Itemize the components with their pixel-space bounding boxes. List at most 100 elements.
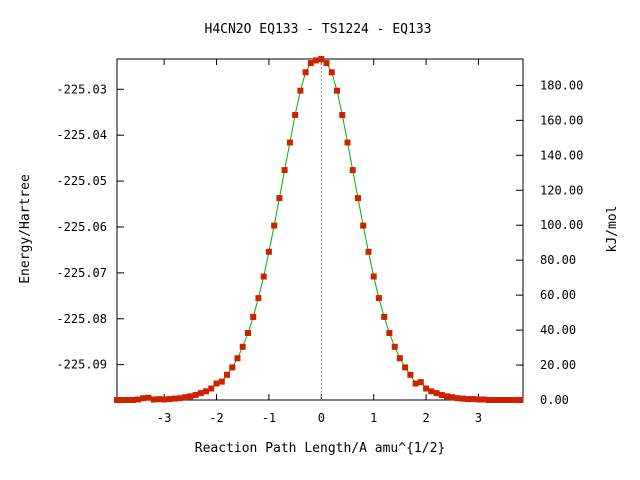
y2-tick-label: 140.00 [540, 148, 583, 162]
y2-tick-label: 40.00 [540, 323, 576, 337]
data-point [192, 392, 199, 398]
data-point [182, 394, 189, 401]
data-point [318, 56, 325, 62]
data-point [475, 396, 482, 403]
x-tick-label: 1 [370, 411, 377, 425]
y-tick-label: -225.06 [56, 220, 107, 234]
data-point [402, 364, 409, 371]
data-point [491, 397, 498, 403]
plot-frame [116, 58, 524, 401]
energy-curve [117, 58, 521, 401]
data-point [465, 396, 471, 403]
y2-tick-label: 80.00 [540, 253, 576, 267]
data-point [417, 379, 424, 386]
data-point [328, 69, 335, 76]
x-axis-label: Reaction Path Length/A amu^{1/2} [195, 441, 445, 456]
data-point [229, 364, 236, 371]
data-point [396, 355, 403, 362]
data-point [307, 60, 314, 67]
data-point [218, 378, 225, 385]
data-point [171, 395, 178, 402]
y2-tick-label: 0.00 [540, 393, 569, 407]
data-point [501, 397, 508, 403]
data-point [428, 388, 435, 395]
data-point [286, 139, 293, 146]
data-point [449, 394, 456, 401]
x-tick-label: 0 [318, 411, 325, 425]
data-point [496, 397, 503, 403]
y-tick-label: -225.04 [56, 128, 107, 142]
data-point [166, 396, 173, 403]
y2-axis-ticks: 0.00 20.00 40.00 60.00 80.00 100.00 120.00 140.… [516, 78, 583, 407]
data-point [114, 397, 120, 403]
y-tick-label: -225.07 [56, 266, 107, 280]
data-point [155, 396, 162, 403]
data-point [506, 397, 513, 403]
y2-tick-label: 120.00 [540, 183, 583, 197]
data-point [234, 355, 241, 362]
data-point [124, 397, 131, 403]
y2-tick-label: 160.00 [540, 113, 583, 127]
y-tick-label: -225.08 [56, 312, 107, 326]
data-point [187, 393, 194, 400]
y-tick-label: -225.03 [56, 82, 107, 96]
data-point [135, 396, 141, 403]
data-point [250, 313, 257, 320]
data-point [313, 57, 320, 64]
y2-tick-label: 60.00 [540, 288, 576, 302]
data-point [176, 395, 183, 402]
x-tick-label: 3 [475, 411, 482, 425]
y-axis-label: Energy/Hartree [18, 174, 33, 284]
y2-axis-label: kJ/mol [605, 206, 620, 253]
x-tick-label: 2 [422, 411, 429, 425]
data-point [365, 248, 372, 255]
data-point [349, 167, 356, 174]
data-point [145, 394, 152, 401]
data-point [302, 69, 309, 76]
data-point [239, 343, 246, 350]
y2-tick-label: 20.00 [540, 358, 576, 372]
x-axis-ticks: -3 -2 -1 0 1 2 3 [157, 59, 482, 425]
data-point [281, 167, 288, 174]
data-point [454, 395, 461, 402]
data-point [129, 397, 136, 403]
data-point [381, 313, 388, 320]
x-tick-label: -1 [262, 411, 276, 425]
data-point [386, 330, 393, 336]
data-point [150, 396, 157, 403]
data-point [370, 273, 377, 280]
y2-tick-label: 180.00 [540, 78, 583, 92]
data-point [260, 273, 267, 280]
data-point [292, 112, 299, 118]
data-point [355, 195, 361, 202]
x-tick-label: -3 [157, 411, 171, 425]
data-point [276, 195, 283, 202]
data-point [224, 371, 230, 378]
data-point [391, 343, 398, 350]
data-point [517, 397, 524, 403]
data-point [512, 397, 519, 403]
data-point [444, 393, 450, 400]
data-point [480, 396, 487, 403]
data-point [339, 112, 346, 118]
data-point [323, 60, 330, 67]
data-point [344, 139, 351, 146]
data-points [114, 56, 524, 403]
data-point [213, 380, 220, 387]
data-point [407, 371, 414, 378]
y2-tick-label: 100.00 [540, 218, 583, 232]
data-point [203, 388, 210, 395]
data-point [161, 396, 168, 403]
data-point [438, 392, 445, 398]
data-point [297, 87, 304, 94]
data-point [197, 390, 204, 397]
data-point [208, 385, 215, 392]
data-point [265, 248, 272, 255]
data-point [245, 330, 251, 336]
chart-title: H4CN2O EQ133 - TS1224 - EQ133 [205, 22, 432, 37]
data-point [271, 222, 278, 229]
y-tick-label: -225.09 [56, 358, 107, 372]
y-axis-ticks: -225.03 -225.04 -225.05 -225.06 -225.07 -225.… [56, 82, 124, 372]
data-point [433, 390, 440, 397]
